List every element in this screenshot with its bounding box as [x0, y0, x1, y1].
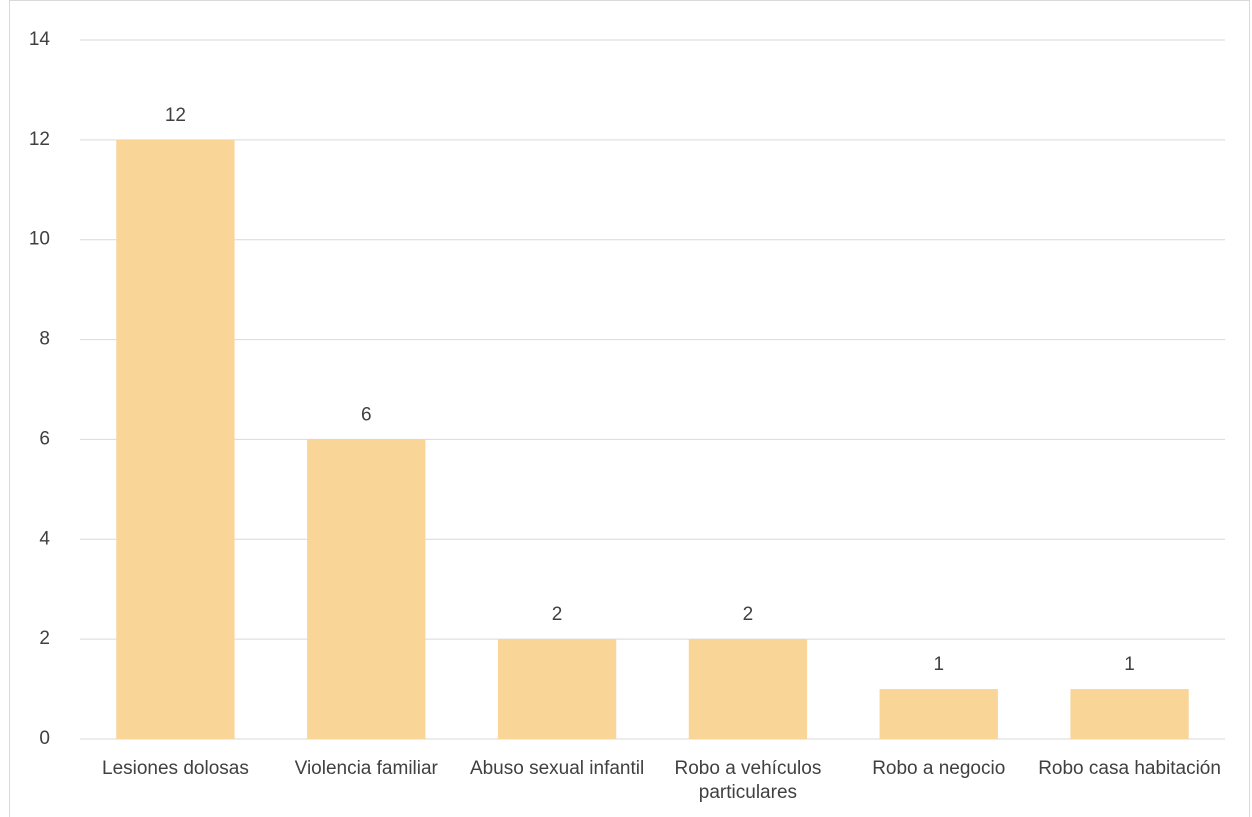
y-tick-label: 12	[29, 129, 50, 150]
bar	[497, 639, 617, 739]
y-tick-label: 4	[39, 528, 50, 549]
y-tick-label: 14	[29, 29, 51, 50]
y-tick-label: 0	[39, 728, 50, 749]
x-tick-label: Abuso sexual infantil	[470, 758, 644, 779]
y-tick-label: 8	[39, 329, 50, 350]
data-label: 2	[552, 604, 563, 625]
x-tick-label: Lesiones dolosas	[102, 758, 249, 779]
y-tick-label: 6	[39, 428, 50, 449]
y-tick-label: 2	[39, 628, 50, 649]
bar	[307, 439, 426, 739]
x-tick-label: Violencia familiar	[295, 758, 439, 779]
data-label: 1	[933, 654, 944, 675]
bar	[879, 689, 998, 739]
y-tick-label: 10	[29, 229, 50, 250]
bar	[688, 639, 808, 739]
bar	[116, 139, 235, 739]
x-tick-label: Robo casa habitación	[1038, 758, 1221, 779]
data-label: 2	[743, 604, 754, 625]
data-label: 12	[165, 105, 186, 126]
x-tick-label: Robo a vehículos particulares	[675, 758, 822, 803]
chart-border	[9, 0, 1250, 817]
bar	[1070, 689, 1189, 739]
data-label: 1	[1124, 654, 1135, 675]
x-tick-label: Robo a negocio	[872, 758, 1005, 779]
data-label: 6	[361, 404, 372, 425]
